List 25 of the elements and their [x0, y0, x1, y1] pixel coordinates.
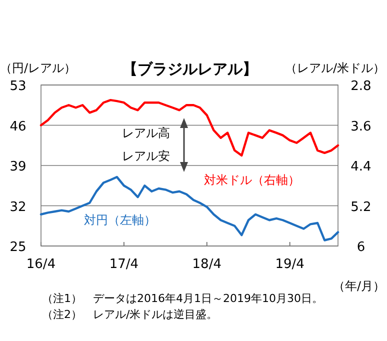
y-tick-label: 39 [10, 160, 26, 174]
y2-axis-title: （レアル/米ドル） [284, 61, 385, 75]
x-tick-label: 17/4 [109, 257, 139, 272]
annotation: レアル高 [122, 126, 170, 140]
x-tick-label: 16/4 [26, 257, 56, 272]
x-axis-title: （年/月） [332, 279, 385, 293]
x-tick-label: 18/4 [192, 257, 222, 272]
annotation: レアル安 [122, 149, 170, 163]
y2-tick-label: 5.2 [350, 200, 372, 215]
y-tick-label: 32 [10, 200, 26, 215]
text: （注1） データは2016年4月1日～2019年10月30日。 [42, 292, 323, 305]
text: （注2） レアル/米ドルは逆目盛。 [42, 308, 218, 321]
x-tick-label: 19/4 [275, 257, 304, 272]
line-series [40, 176, 340, 242]
text: 対米ドル（右軸） [204, 173, 300, 187]
y2-tick-label: 4.4 [350, 160, 372, 174]
y2-tick-label: 2.8 [350, 79, 372, 94]
y-tick-label: 53 [10, 79, 26, 94]
chart-title: 【ブラジルレアル】 [122, 60, 258, 78]
y2-tick-label: 6 [356, 240, 366, 255]
y-tick-label: 25 [10, 240, 26, 255]
y2-tick-label: 3.6 [350, 119, 372, 134]
series-label: 対円（左軸） [84, 213, 156, 227]
y-axis-title: （円/レアル） [0, 61, 76, 75]
y-tick-label: 46 [10, 119, 26, 134]
